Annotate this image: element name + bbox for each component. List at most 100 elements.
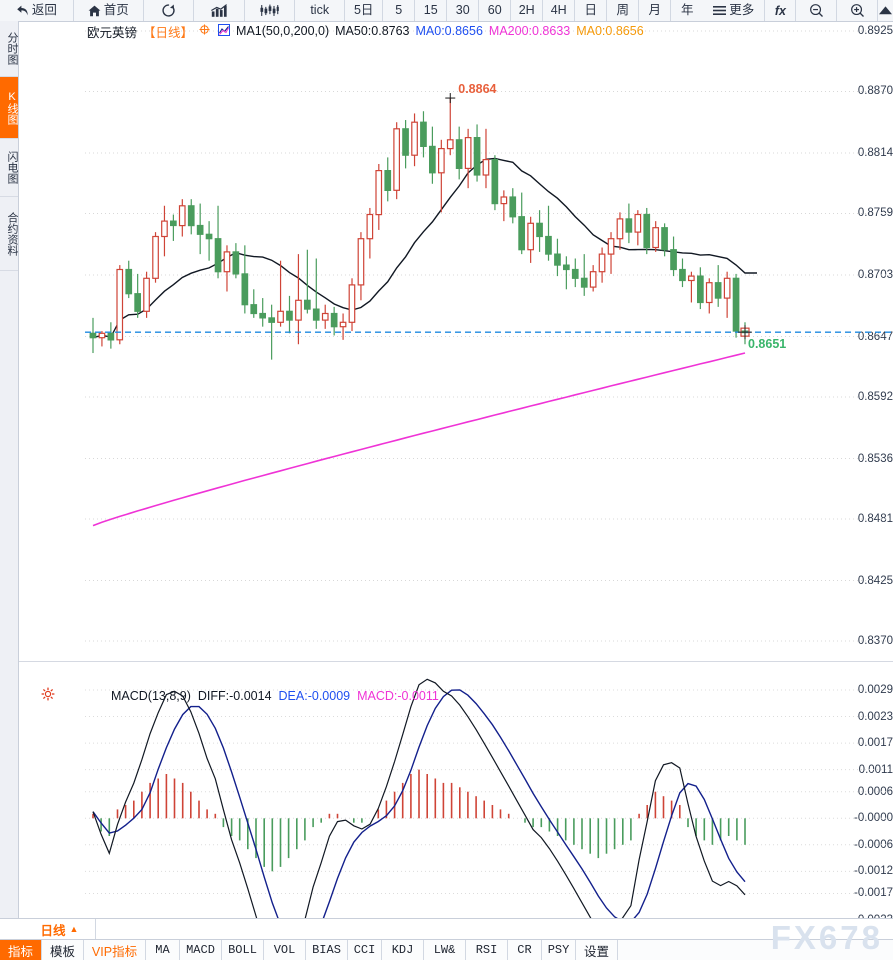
- fullscreen-button[interactable]: [878, 0, 893, 21]
- price-axis-tick: 0.8925: [857, 25, 893, 37]
- period-monthly-button[interactable]: 月: [639, 0, 672, 21]
- period-30-min-button[interactable]: 30: [447, 0, 480, 21]
- last-price-annotation: 0.8651: [748, 337, 787, 352]
- back-arrow-icon: [16, 5, 29, 16]
- ma0-secondary-value: MA0:0.8656: [576, 24, 644, 38]
- template-tab[interactable]: 模板: [42, 940, 84, 960]
- period-4-hour-button[interactable]: 4H: [543, 0, 576, 21]
- price-axis-tick: 0.8370: [857, 635, 893, 647]
- period-yearly-label: 年: [680, 3, 694, 18]
- price-axis-tick: 0.8759: [857, 207, 893, 220]
- caret-up-icon: ▲: [69, 924, 79, 934]
- candlestick-button[interactable]: [244, 0, 296, 21]
- macd-info-line: MACD(13,8,9) DIFF:-0.0014 DEA:-0.0009 MA…: [111, 689, 439, 703]
- period-4-hour-label: 4H: [550, 3, 567, 18]
- period-60-min-button[interactable]: 60: [479, 0, 512, 21]
- sidebar-item-lightning[interactable]: 闪电图: [0, 139, 18, 197]
- zoom-in-button[interactable]: [837, 0, 879, 21]
- top-toolbar: 返回 首页: [0, 0, 893, 22]
- fx-icon: fx: [774, 3, 786, 18]
- price-pane: 0.8925 0.8870 0.8814 0.8759 0.8703 0.8647 0.85…: [19, 21, 893, 661]
- chart-area: 0.8925 0.8870 0.8814 0.8759 0.8703 0.8647 0.85…: [19, 21, 893, 960]
- instrument-info-line: 欧元英镑 【日线】 MA1(50,0,200,0) MA50:0.8763 MA…: [87, 23, 644, 40]
- price-axis-tick: 0.8647: [857, 330, 893, 343]
- more-label: 更多: [729, 3, 755, 18]
- macd-plot[interactable]: [85, 662, 893, 927]
- period-tick-label: tick: [310, 3, 330, 18]
- peak-price-annotation: 0.8864: [458, 82, 497, 97]
- indicator-tab[interactable]: 指标: [0, 940, 42, 960]
- period-daily-label: 日: [584, 3, 597, 18]
- home-icon: [88, 5, 101, 17]
- sidebar-item-kline[interactable]: K线图: [0, 77, 18, 139]
- price-axis-tick: 0.8870: [857, 85, 893, 98]
- period-tick-button[interactable]: tick: [295, 0, 346, 21]
- ma-indicator-icon[interactable]: [218, 23, 231, 39]
- period-weekly-button[interactable]: 周: [607, 0, 640, 21]
- settings-tab[interactable]: 设置: [576, 940, 618, 960]
- bar-chart-icon: [210, 3, 228, 18]
- sidebar-item-timeshare[interactable]: 分时图: [0, 21, 18, 77]
- price-axis-tick: 0.8703: [857, 269, 893, 281]
- macd-hist-value: MACD:-0.0011: [357, 689, 439, 703]
- period-monthly-label: 月: [648, 3, 661, 18]
- period-15-min-button[interactable]: 15: [415, 0, 448, 21]
- period-yearly-button[interactable]: 年: [671, 0, 704, 21]
- current-period-button[interactable]: 日线 ▲: [24, 919, 96, 939]
- current-period-label: 日线: [40, 923, 66, 938]
- indicator-bar-filler: [618, 940, 893, 960]
- macd-axis-tick: 0.0006: [857, 785, 893, 798]
- boll-tab[interactable]: BOLL: [222, 940, 264, 960]
- price-plot[interactable]: [85, 21, 893, 661]
- sidebar-item-contract-info[interactable]: 合约资料: [0, 197, 18, 271]
- macd-axis-tick: 0.0017: [857, 737, 893, 750]
- macd-pane: 0.0029 0.0023 0.0017 0.0011 0.0006 -0.0000 -0.…: [19, 661, 893, 927]
- bar-chart-button[interactable]: [194, 0, 245, 21]
- bias-tab[interactable]: BIAS: [306, 940, 348, 960]
- macd-settings-icon[interactable]: [41, 687, 55, 701]
- crosshair-icon[interactable]: [199, 24, 210, 38]
- ma-tab[interactable]: MA: [146, 940, 180, 960]
- candlestick-icon: [259, 3, 280, 18]
- period-bar: 日线 ▲: [0, 918, 893, 939]
- macd-plot-svg: [85, 678, 893, 927]
- ma200-value: MA200:0.8633: [488, 24, 571, 38]
- price-axis-tick: 0.8481: [857, 513, 893, 525]
- lwr-tab[interactable]: LW&: [424, 940, 466, 960]
- cci-tab[interactable]: CCI: [348, 940, 382, 960]
- price-plot-svg: [85, 30, 893, 642]
- vol-tab[interactable]: VOL: [264, 940, 306, 960]
- period-60-min-label: 60: [487, 3, 502, 18]
- macd-axis-tick: 0.0029: [857, 684, 893, 696]
- period-daily-button[interactable]: 日: [575, 0, 608, 21]
- macd-tab[interactable]: MACD: [180, 940, 222, 960]
- vip-indicator-tab[interactable]: VIP指标: [84, 940, 146, 960]
- kdj-tab[interactable]: KDJ: [382, 940, 424, 960]
- refresh-icon: [161, 3, 176, 18]
- ma0-value: MA0:0.8656: [415, 24, 483, 38]
- period-5-min-button[interactable]: 5: [383, 0, 416, 21]
- macd-dea-value: DEA:-0.0009: [278, 689, 351, 703]
- rsi-tab[interactable]: RSI: [466, 940, 508, 960]
- symbol-name[interactable]: 欧元英镑: [87, 25, 138, 40]
- macd-diff-value: DIFF:-0.0014: [197, 689, 272, 703]
- refresh-button[interactable]: [143, 0, 195, 21]
- period-2-hour-label: 2H: [518, 3, 535, 18]
- period-label[interactable]: 【日线】: [143, 25, 194, 40]
- period-2-hour-button[interactable]: 2H: [511, 0, 544, 21]
- macd-title: MACD(13,8,9): [111, 689, 191, 703]
- ma50-value: MA50:0.8763: [335, 24, 410, 38]
- home-label: 首页: [103, 3, 129, 18]
- period-30-min-label: 30: [455, 3, 470, 18]
- period-5-day-label: 5日: [353, 3, 374, 18]
- home-button[interactable]: 首页: [73, 0, 144, 21]
- cr-tab[interactable]: CR: [508, 940, 542, 960]
- psy-tab[interactable]: PSY: [542, 940, 576, 960]
- formula-button[interactable]: fx: [765, 0, 797, 21]
- zoom-out-button[interactable]: [796, 0, 838, 21]
- back-button[interactable]: 返回: [0, 0, 74, 21]
- period-5-day-button[interactable]: 5日: [345, 0, 384, 21]
- period-15-min-label: 15: [423, 3, 438, 18]
- more-button[interactable]: 更多: [703, 0, 766, 21]
